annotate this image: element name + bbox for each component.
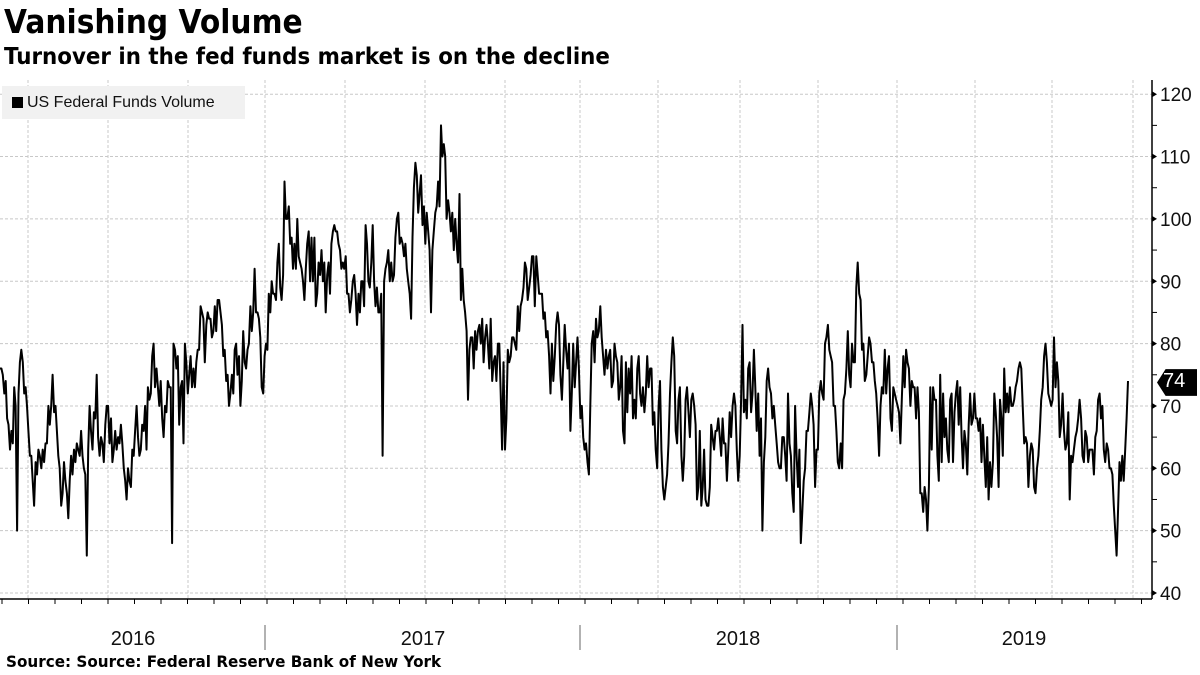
legend-swatch-icon	[12, 97, 23, 108]
svg-text:120: 120	[1160, 85, 1192, 106]
axes	[0, 80, 1157, 650]
x-axis-labels: 2016 2017 2018 2019	[111, 628, 1047, 650]
svg-text:90: 90	[1160, 272, 1181, 293]
svg-text:40: 40	[1160, 584, 1181, 605]
svg-text:2019: 2019	[1002, 628, 1047, 650]
y-axis-labels: 40 50 60 70 80 90 100 110 120	[1160, 85, 1192, 605]
legend: US Federal Funds Volume	[2, 86, 245, 119]
svg-text:80: 80	[1160, 335, 1181, 356]
svg-text:2017: 2017	[401, 628, 446, 650]
svg-text:110: 110	[1160, 148, 1190, 169]
svg-text:50: 50	[1160, 522, 1181, 543]
series-line-us-federal-funds-volume	[0, 124, 1129, 557]
chart-subtitle: Turnover in the fed funds market is on t…	[4, 44, 610, 70]
svg-text:2018: 2018	[716, 628, 761, 650]
chart-title: Vanishing Volume	[4, 2, 303, 41]
svg-text:100: 100	[1160, 210, 1192, 231]
gridlines	[0, 80, 1152, 598]
last-value-label: 74	[1163, 370, 1186, 392]
svg-text:2016: 2016	[111, 628, 156, 650]
svg-text:60: 60	[1160, 459, 1181, 480]
svg-text:70: 70	[1160, 397, 1181, 418]
legend-label: US Federal Funds Volume	[27, 93, 215, 111]
last-value-badge	[1157, 369, 1197, 396]
source-note: Source: Source: Federal Reserve Bank of …	[6, 652, 442, 671]
